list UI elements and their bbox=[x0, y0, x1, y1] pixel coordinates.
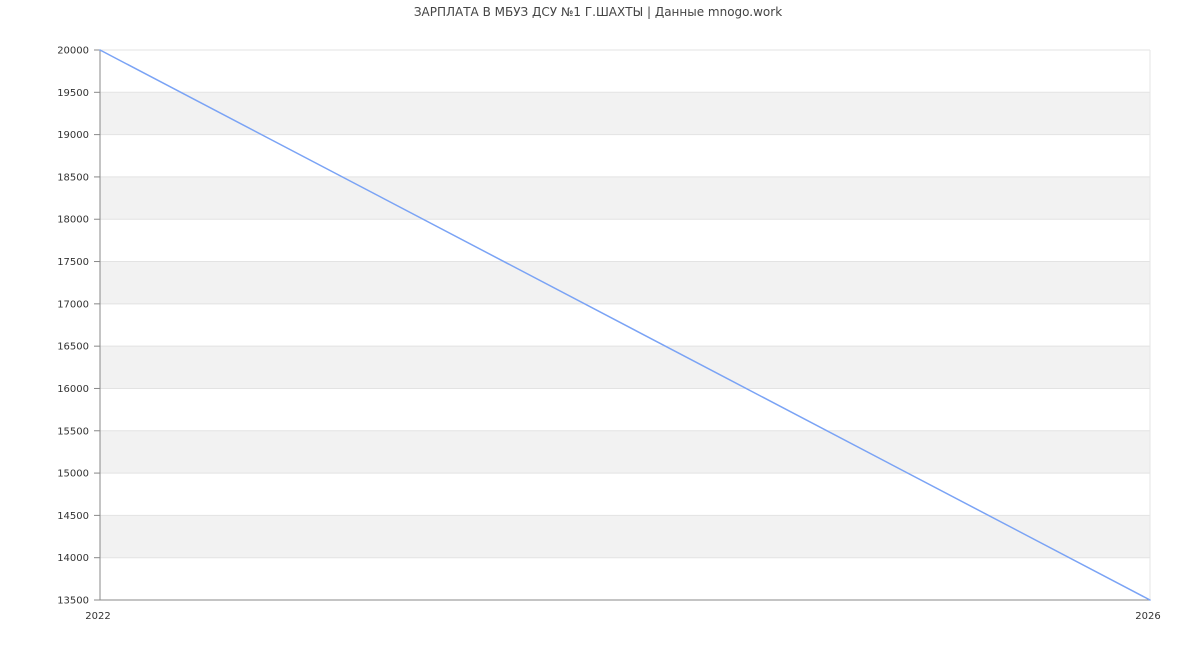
grid-band bbox=[100, 430, 1150, 474]
y-tick-label: 17500 bbox=[57, 257, 89, 268]
y-tick-label: 18000 bbox=[57, 215, 89, 226]
y-tick-label: 16500 bbox=[57, 342, 89, 353]
data-point bbox=[99, 49, 101, 51]
grid-band bbox=[100, 346, 1150, 389]
series-line bbox=[99, 49, 1151, 601]
data-point bbox=[1149, 599, 1151, 601]
grid-band bbox=[100, 176, 1150, 220]
y-tick-label: 15000 bbox=[57, 469, 89, 480]
y-tick-label: 13500 bbox=[57, 596, 89, 607]
y-tick-label: 14500 bbox=[57, 511, 89, 522]
chart-title: ЗАРПЛАТА В МБУЗ ДСУ №1 Г.ШАХТЫ | Данные … bbox=[414, 5, 782, 19]
y-tick-label: 19500 bbox=[57, 88, 89, 99]
y-tick-label: 19000 bbox=[57, 130, 89, 141]
y-tick-label: 15500 bbox=[57, 426, 89, 437]
y-tick-label: 17000 bbox=[57, 299, 89, 310]
y-tick-label: 16000 bbox=[57, 384, 89, 395]
x-tick-label: 2026 bbox=[1135, 611, 1160, 622]
y-tick-label: 18500 bbox=[57, 172, 89, 183]
grid-band bbox=[100, 515, 1150, 558]
y-tick-label: 20000 bbox=[57, 46, 89, 57]
grid-band bbox=[100, 92, 1150, 135]
x-tick-label: 2022 bbox=[85, 611, 110, 622]
grid-band bbox=[100, 261, 1150, 304]
y-tick-label: 14000 bbox=[57, 553, 89, 564]
